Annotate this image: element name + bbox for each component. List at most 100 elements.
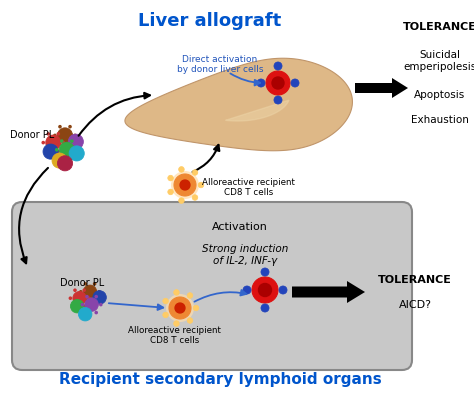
Circle shape	[43, 144, 58, 159]
Circle shape	[41, 141, 45, 145]
Circle shape	[68, 134, 83, 149]
Circle shape	[82, 304, 86, 308]
Circle shape	[274, 96, 282, 104]
Circle shape	[46, 150, 50, 153]
Circle shape	[69, 146, 84, 161]
FancyArrow shape	[292, 281, 365, 303]
Text: Donor PL: Donor PL	[60, 278, 104, 288]
Circle shape	[73, 288, 77, 292]
Text: Apoptosis: Apoptosis	[414, 90, 465, 100]
Circle shape	[52, 153, 67, 168]
Circle shape	[75, 148, 79, 152]
Circle shape	[73, 134, 77, 137]
Circle shape	[79, 290, 82, 294]
Circle shape	[55, 148, 59, 152]
Circle shape	[173, 321, 179, 326]
Text: TOLERANCE: TOLERANCE	[403, 22, 474, 32]
Circle shape	[70, 139, 73, 143]
Circle shape	[274, 62, 282, 70]
Circle shape	[163, 312, 168, 318]
Text: Donor PL: Donor PL	[10, 130, 54, 140]
Text: Recipient secondary lymphoid organs: Recipient secondary lymphoid organs	[59, 372, 382, 387]
Circle shape	[94, 311, 98, 314]
Text: Alloreactive recipient
CD8 T cells: Alloreactive recipient CD8 T cells	[128, 326, 221, 345]
Circle shape	[85, 298, 98, 311]
Text: TOLERANCE: TOLERANCE	[378, 275, 452, 285]
Text: Direct activation
by donor liver cells: Direct activation by donor liver cells	[177, 55, 263, 74]
Circle shape	[81, 303, 84, 306]
Circle shape	[68, 125, 72, 129]
Circle shape	[173, 289, 179, 295]
Circle shape	[85, 311, 89, 314]
Circle shape	[73, 304, 77, 308]
Circle shape	[193, 305, 199, 311]
FancyArrow shape	[355, 78, 408, 98]
Polygon shape	[125, 58, 352, 151]
Circle shape	[94, 295, 98, 299]
Circle shape	[98, 290, 101, 294]
Circle shape	[93, 298, 96, 302]
Circle shape	[169, 297, 191, 319]
Circle shape	[291, 79, 299, 87]
Circle shape	[46, 132, 50, 136]
Polygon shape	[226, 100, 289, 121]
Circle shape	[56, 150, 60, 153]
Circle shape	[85, 295, 89, 299]
Circle shape	[87, 297, 91, 300]
Circle shape	[83, 282, 87, 285]
FancyBboxPatch shape	[12, 202, 412, 370]
Circle shape	[174, 174, 196, 196]
Circle shape	[279, 286, 287, 294]
Circle shape	[73, 291, 86, 305]
Circle shape	[171, 171, 199, 199]
Circle shape	[82, 288, 86, 292]
Circle shape	[192, 195, 198, 200]
Circle shape	[198, 182, 204, 188]
Circle shape	[175, 303, 185, 313]
Circle shape	[179, 198, 184, 203]
Circle shape	[252, 277, 278, 303]
Circle shape	[257, 79, 265, 87]
Circle shape	[60, 139, 64, 143]
Circle shape	[168, 175, 173, 181]
Circle shape	[79, 308, 92, 321]
Circle shape	[163, 298, 168, 304]
Circle shape	[59, 142, 74, 157]
Circle shape	[266, 71, 290, 95]
Circle shape	[261, 304, 269, 312]
Circle shape	[179, 167, 184, 172]
Text: AICD?: AICD?	[399, 300, 431, 310]
Circle shape	[258, 283, 272, 297]
Circle shape	[243, 286, 251, 294]
Text: Exhaustion: Exhaustion	[411, 115, 469, 125]
Text: Strong induction
of IL-2, INF-γ: Strong induction of IL-2, INF-γ	[202, 244, 288, 266]
Circle shape	[83, 298, 87, 302]
Circle shape	[99, 303, 102, 306]
Text: Activation: Activation	[212, 222, 268, 232]
Circle shape	[57, 128, 73, 143]
Text: Liver allograft: Liver allograft	[138, 12, 282, 30]
Circle shape	[93, 282, 96, 285]
Circle shape	[180, 180, 190, 190]
Circle shape	[53, 134, 57, 137]
Circle shape	[58, 142, 62, 146]
Circle shape	[62, 141, 65, 145]
Text: Alloreactive recipient
CD8 T cells: Alloreactive recipient CD8 T cells	[202, 178, 295, 197]
Circle shape	[68, 142, 72, 146]
Circle shape	[168, 189, 173, 195]
Circle shape	[69, 297, 72, 300]
Circle shape	[272, 77, 284, 89]
Circle shape	[57, 156, 73, 171]
Circle shape	[46, 135, 61, 150]
Circle shape	[261, 268, 269, 276]
Circle shape	[56, 132, 60, 136]
Circle shape	[192, 170, 198, 175]
Circle shape	[60, 157, 64, 160]
Circle shape	[83, 285, 97, 299]
Circle shape	[187, 293, 193, 298]
Text: Suicidal
emperipolesis: Suicidal emperipolesis	[403, 50, 474, 71]
Circle shape	[187, 318, 193, 323]
Circle shape	[70, 157, 73, 160]
Circle shape	[93, 291, 106, 304]
Circle shape	[166, 294, 194, 322]
